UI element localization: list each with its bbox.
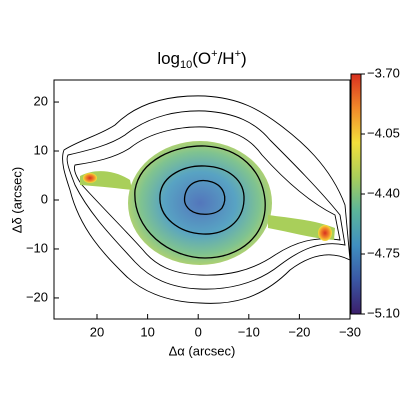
- title-part: (O: [192, 49, 211, 68]
- image: [62, 95, 350, 304]
- y-tick-label: 10: [34, 142, 48, 157]
- title-part: +: [211, 48, 217, 60]
- colorbar: −3.70 −4.05 −4.40 −4.75 −5.10: [350, 65, 400, 320]
- title-part: /H: [218, 49, 235, 68]
- colorbar-tick-label: −4.40: [367, 185, 400, 200]
- x-axis-label: Δα (arcsec): [169, 343, 236, 358]
- x-tick-label: 10: [140, 324, 154, 339]
- title-part: log: [157, 49, 180, 68]
- colorbar-fill: [350, 73, 362, 315]
- colorbar-tick-label: −5.10: [367, 305, 400, 320]
- x-tick-label: −10: [238, 324, 260, 339]
- x-tick-label: 20: [90, 324, 104, 339]
- y-tick-label: 20: [34, 93, 48, 108]
- title-part: +: [235, 48, 241, 60]
- colorbar-tick-label: −4.75: [367, 245, 400, 260]
- colorbar-tick-label: −3.70: [367, 65, 400, 80]
- title-part: ): [241, 49, 247, 68]
- colorbar-tick-label: −4.05: [367, 125, 400, 140]
- y-tick-label: −20: [26, 289, 48, 304]
- y-tick-label: 0: [41, 191, 48, 206]
- chart-title: log10(O+/H+): [157, 48, 246, 71]
- y-axis-label: Δδ (arcsec): [9, 167, 24, 233]
- x-tick-label: −30: [339, 324, 361, 339]
- x-tick-label: −20: [288, 324, 310, 339]
- x-tick-label: 0: [195, 324, 202, 339]
- title-part: 10: [180, 59, 192, 71]
- y-tick-label: −10: [26, 240, 48, 255]
